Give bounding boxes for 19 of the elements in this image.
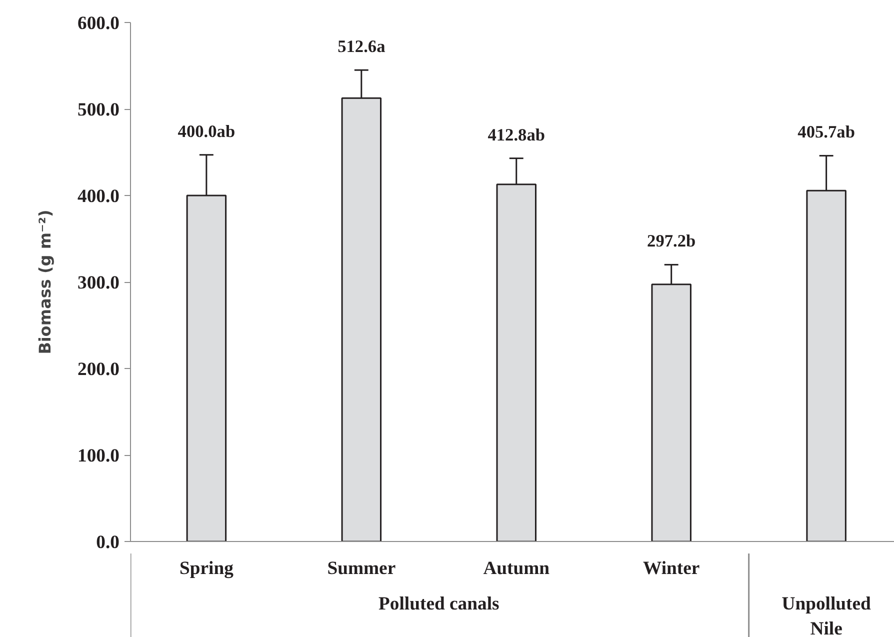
- text: Unpolluted Nile: [782, 593, 872, 637]
- y-tick-label: 500.0: [78, 100, 120, 120]
- y-tick-label: 200.0: [78, 359, 120, 380]
- text: Polluted canals: [378, 593, 500, 614]
- y-tick-label: 400.0: [78, 186, 120, 207]
- y-axis-title: Biomass (g m⁻²): [36, 210, 55, 354]
- data-label: 412.8ab: [488, 125, 546, 144]
- y-tick-label: 100.0: [78, 446, 120, 466]
- x-tick-label: Autumn: [483, 558, 550, 580]
- data-label: 297.2b: [647, 232, 696, 251]
- y-tick-label: 300.0: [78, 272, 120, 294]
- data-label: 400.0ab: [178, 122, 236, 141]
- data-label: 405.7ab: [798, 122, 855, 142]
- x-tick-label: Summer: [327, 558, 396, 580]
- y-tick-label: 0.0: [96, 532, 120, 553]
- x-tick-label: Spring: [179, 558, 234, 580]
- x-tick-label: Winter: [643, 558, 700, 580]
- y-tick-label: 600.0: [78, 13, 120, 34]
- data-label: 512.6a: [338, 37, 386, 56]
